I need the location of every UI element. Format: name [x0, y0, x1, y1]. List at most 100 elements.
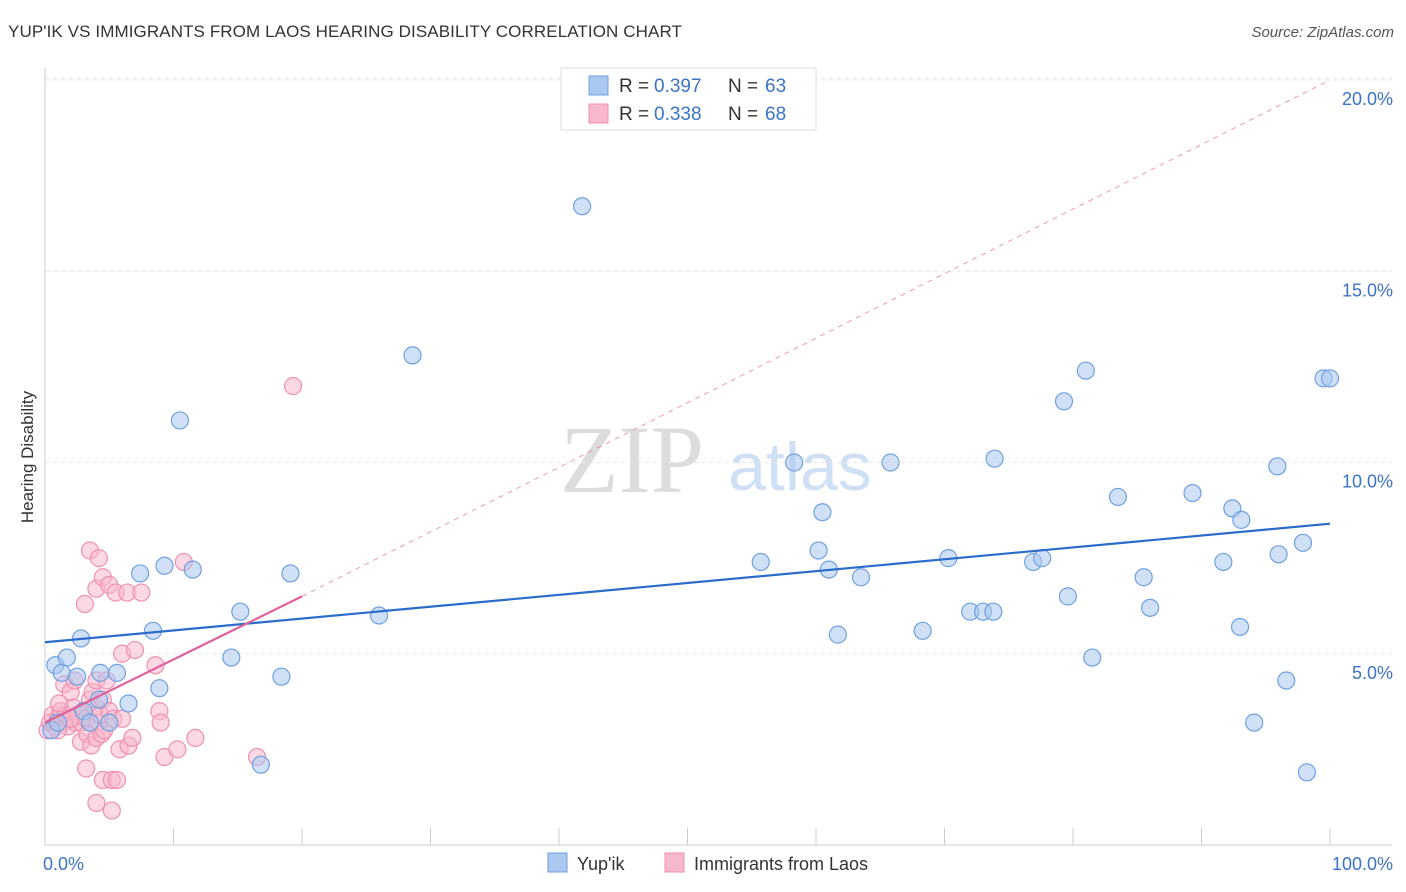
- legend-r-label-yupik: R =: [619, 76, 649, 97]
- y-tick-label-0: 5.0%: [1352, 663, 1393, 683]
- yupik-point-41: [985, 449, 1004, 468]
- legend-n-label-yupik: N =: [728, 76, 758, 97]
- legend-n-value-yupik: 63: [765, 76, 786, 97]
- chart-title: YUP'IK VS IMMIGRANTS FROM LAOS HEARING D…: [8, 22, 682, 41]
- yupik-point-22: [251, 755, 270, 774]
- yupik-point-21: [231, 602, 250, 621]
- legend-r-value-laos: 0.338: [654, 104, 702, 125]
- y-tick-label-3: 20.0%: [1342, 89, 1393, 109]
- yupik-point-61: [1297, 763, 1316, 782]
- yupik-point-27: [573, 197, 592, 216]
- trend-line-laos: [44, 595, 303, 724]
- laos-point-59: [107, 770, 127, 790]
- laos-point-52: [168, 740, 187, 759]
- bottom-legend-label-laos: Immigrants from Laos: [694, 854, 868, 874]
- laos-point-35: [75, 594, 94, 614]
- yupik-point-23: [272, 667, 291, 686]
- yupik-point-33: [828, 625, 847, 644]
- legend-n-value-laos: 68: [765, 104, 786, 125]
- yupik-point-35: [881, 453, 900, 472]
- y-axis-title: Hearing Disability: [18, 390, 37, 523]
- series-legend: Yup'ik Immigrants from Laos: [547, 852, 868, 874]
- yupik-point-12: [107, 663, 127, 682]
- legend-swatch-laos: [588, 103, 609, 124]
- yupik-point-44: [1054, 392, 1074, 411]
- yupik-point-25: [370, 606, 389, 625]
- yupik-point-34: [851, 568, 871, 587]
- laos-point-17: [50, 694, 69, 713]
- yupik-point-56: [1245, 713, 1264, 732]
- y-tick-label-1: 10.0%: [1342, 472, 1393, 492]
- yupik-point-4: [57, 648, 76, 667]
- trend-lines: [44, 79, 1331, 724]
- yupik-point-54: [1230, 617, 1250, 637]
- yupik-point-20: [222, 648, 241, 667]
- bottom-legend-swatch-laos: [664, 852, 685, 873]
- yupik-point-10: [91, 663, 110, 682]
- yupik-point-13: [119, 694, 138, 713]
- yupik-point-26: [403, 346, 422, 365]
- yupik-point-43: [1033, 549, 1052, 568]
- yupik-point-31: [813, 503, 832, 522]
- legend-r-value-yupik: 0.397: [654, 76, 702, 97]
- yupik-point-16: [150, 679, 169, 698]
- yupik-point-8: [80, 713, 100, 732]
- yupik-point-28: [751, 552, 770, 572]
- yupik-point-14: [130, 564, 150, 583]
- laos-point-56: [77, 759, 96, 778]
- yupik-point-55: [1232, 510, 1251, 529]
- y-tick-label-2: 15.0%: [1342, 280, 1393, 300]
- laos-point-62: [283, 376, 303, 396]
- yupik-point-58: [1269, 545, 1288, 564]
- bottom-legend-label-yupik: Yup'ik: [577, 854, 625, 874]
- yupik-point-49: [1134, 568, 1153, 587]
- yupik-point-60: [1293, 533, 1313, 552]
- yupik-point-3: [52, 663, 71, 682]
- yupik-point-5: [68, 667, 87, 686]
- laos-point-55: [123, 728, 142, 748]
- x-tick-label-min: 0.0%: [43, 854, 84, 874]
- trend-line-laos-extension: [301, 79, 1331, 597]
- grid-lines: [45, 77, 1392, 655]
- trend-line-yupik: [44, 522, 1331, 644]
- yupik-point-36: [913, 621, 932, 640]
- yupik-point-24: [281, 564, 300, 583]
- legend-r-label-laos: R =: [619, 104, 649, 125]
- yupik-point-52: [1214, 552, 1233, 572]
- watermark-zip: ZIP: [560, 406, 704, 513]
- laos-point-45: [132, 583, 151, 602]
- yupik-point-30: [809, 541, 828, 560]
- yupik-point-51: [1183, 484, 1202, 503]
- yupik-point-59: [1277, 671, 1296, 690]
- laos-point-50: [186, 728, 205, 748]
- yupik-point-47: [1083, 648, 1102, 667]
- stats-legend: R = 0.397 N = 63 R = 0.338 N = 68: [560, 67, 817, 131]
- source-label: Source: ZipAtlas.com: [1251, 24, 1394, 41]
- yupik-point-48: [1108, 487, 1128, 507]
- yupik-point-19: [183, 560, 202, 579]
- yupik-point-11: [100, 713, 119, 732]
- laos-point-60: [87, 793, 106, 813]
- series-immigrants-from-laos: [38, 376, 303, 820]
- bottom-legend-swatch-yupik: [547, 852, 568, 873]
- yupik-point-46: [1076, 361, 1095, 380]
- yupik-point-57: [1268, 457, 1287, 476]
- x-tick-label-max: 100.0%: [1332, 854, 1393, 874]
- laos-point-48: [151, 713, 170, 732]
- laos-point-44: [125, 640, 145, 660]
- yupik-point-63: [1320, 369, 1340, 388]
- legend-swatch-yupik: [588, 75, 609, 96]
- yupik-point-45: [1058, 587, 1077, 606]
- yupik-point-50: [1140, 598, 1160, 617]
- laos-point-38: [89, 549, 109, 568]
- laos-point-61: [102, 801, 121, 820]
- yupik-point-29: [785, 453, 804, 472]
- yupik-point-18: [170, 411, 190, 430]
- yupik-point-40: [984, 602, 1003, 621]
- x-tick-labels: 0.0% 100.0%: [43, 854, 1393, 874]
- series-yupik: [42, 197, 1340, 782]
- yupik-point-17: [155, 556, 174, 575]
- axes: [44, 68, 1392, 846]
- y-tick-labels: 5.0% 10.0% 15.0% 20.0%: [1342, 89, 1393, 683]
- legend-n-label-laos: N =: [728, 104, 758, 125]
